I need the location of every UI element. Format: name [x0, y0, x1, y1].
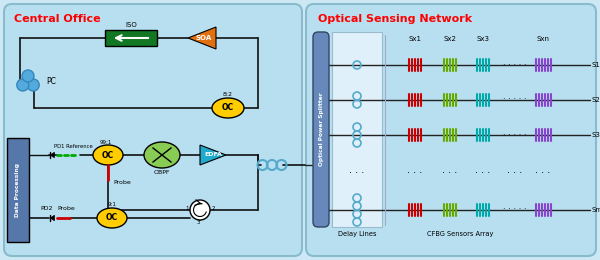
- Ellipse shape: [97, 208, 127, 228]
- Circle shape: [22, 70, 34, 82]
- Text: Delay Lines: Delay Lines: [338, 231, 376, 237]
- Text: . . .: . . .: [442, 165, 458, 175]
- Polygon shape: [200, 145, 226, 165]
- Text: . . .: . . .: [535, 165, 551, 175]
- Text: 1: 1: [185, 205, 189, 211]
- FancyBboxPatch shape: [4, 4, 302, 256]
- Text: OC: OC: [222, 103, 234, 113]
- Circle shape: [27, 79, 39, 91]
- Text: Data Processing: Data Processing: [16, 163, 20, 217]
- Text: · · · · ·: · · · · ·: [503, 205, 527, 214]
- Text: · · · · ·: · · · · ·: [503, 95, 527, 105]
- Text: Optical Sensing Network: Optical Sensing Network: [318, 14, 472, 24]
- Text: 99:1: 99:1: [100, 140, 112, 145]
- Polygon shape: [50, 152, 55, 158]
- Circle shape: [190, 200, 210, 220]
- Bar: [332, 32, 382, 227]
- Bar: [7, 138, 29, 242]
- Text: Central Office: Central Office: [14, 14, 101, 24]
- Text: · · · · ·: · · · · ·: [503, 131, 527, 140]
- Text: Optical Power Splitter: Optical Power Splitter: [319, 93, 323, 166]
- Text: OC: OC: [106, 213, 118, 223]
- Text: S2y: S2y: [592, 97, 600, 103]
- Text: Probe: Probe: [57, 206, 75, 211]
- FancyBboxPatch shape: [306, 4, 596, 256]
- Ellipse shape: [93, 145, 123, 165]
- Polygon shape: [188, 27, 216, 49]
- Text: Sx3: Sx3: [476, 36, 490, 42]
- Text: . . .: . . .: [349, 165, 365, 175]
- Text: 8:2: 8:2: [223, 93, 233, 98]
- Text: S3y: S3y: [592, 132, 600, 138]
- Text: . . .: . . .: [475, 165, 491, 175]
- Polygon shape: [50, 215, 55, 221]
- Text: ISO: ISO: [125, 22, 137, 28]
- Circle shape: [17, 79, 29, 91]
- Text: EDFA: EDFA: [204, 153, 222, 158]
- FancyBboxPatch shape: [313, 32, 329, 227]
- Text: 9:1: 9:1: [107, 203, 116, 207]
- Ellipse shape: [144, 142, 180, 168]
- Text: . . .: . . .: [407, 165, 422, 175]
- Text: Sx2: Sx2: [443, 36, 457, 42]
- Text: 3: 3: [196, 220, 200, 225]
- Text: PD1 Reference: PD1 Reference: [54, 144, 93, 148]
- Text: CFBG Sensors Array: CFBG Sensors Array: [427, 231, 493, 237]
- Text: . . .: . . .: [508, 165, 523, 175]
- Text: OC: OC: [102, 151, 114, 159]
- Text: 2: 2: [211, 205, 215, 211]
- Text: SOA: SOA: [196, 35, 212, 41]
- Text: Smy: Smy: [592, 207, 600, 213]
- Ellipse shape: [212, 98, 244, 118]
- Text: Sxn: Sxn: [536, 36, 550, 42]
- Text: Sx1: Sx1: [409, 36, 421, 42]
- Bar: [105, 30, 157, 46]
- Text: OBPF: OBPF: [154, 171, 170, 176]
- Text: S1y: S1y: [592, 62, 600, 68]
- Text: · · · · ·: · · · · ·: [503, 61, 527, 69]
- Text: PD2: PD2: [40, 206, 53, 211]
- Text: Probe: Probe: [113, 180, 131, 185]
- Text: PC: PC: [46, 77, 56, 87]
